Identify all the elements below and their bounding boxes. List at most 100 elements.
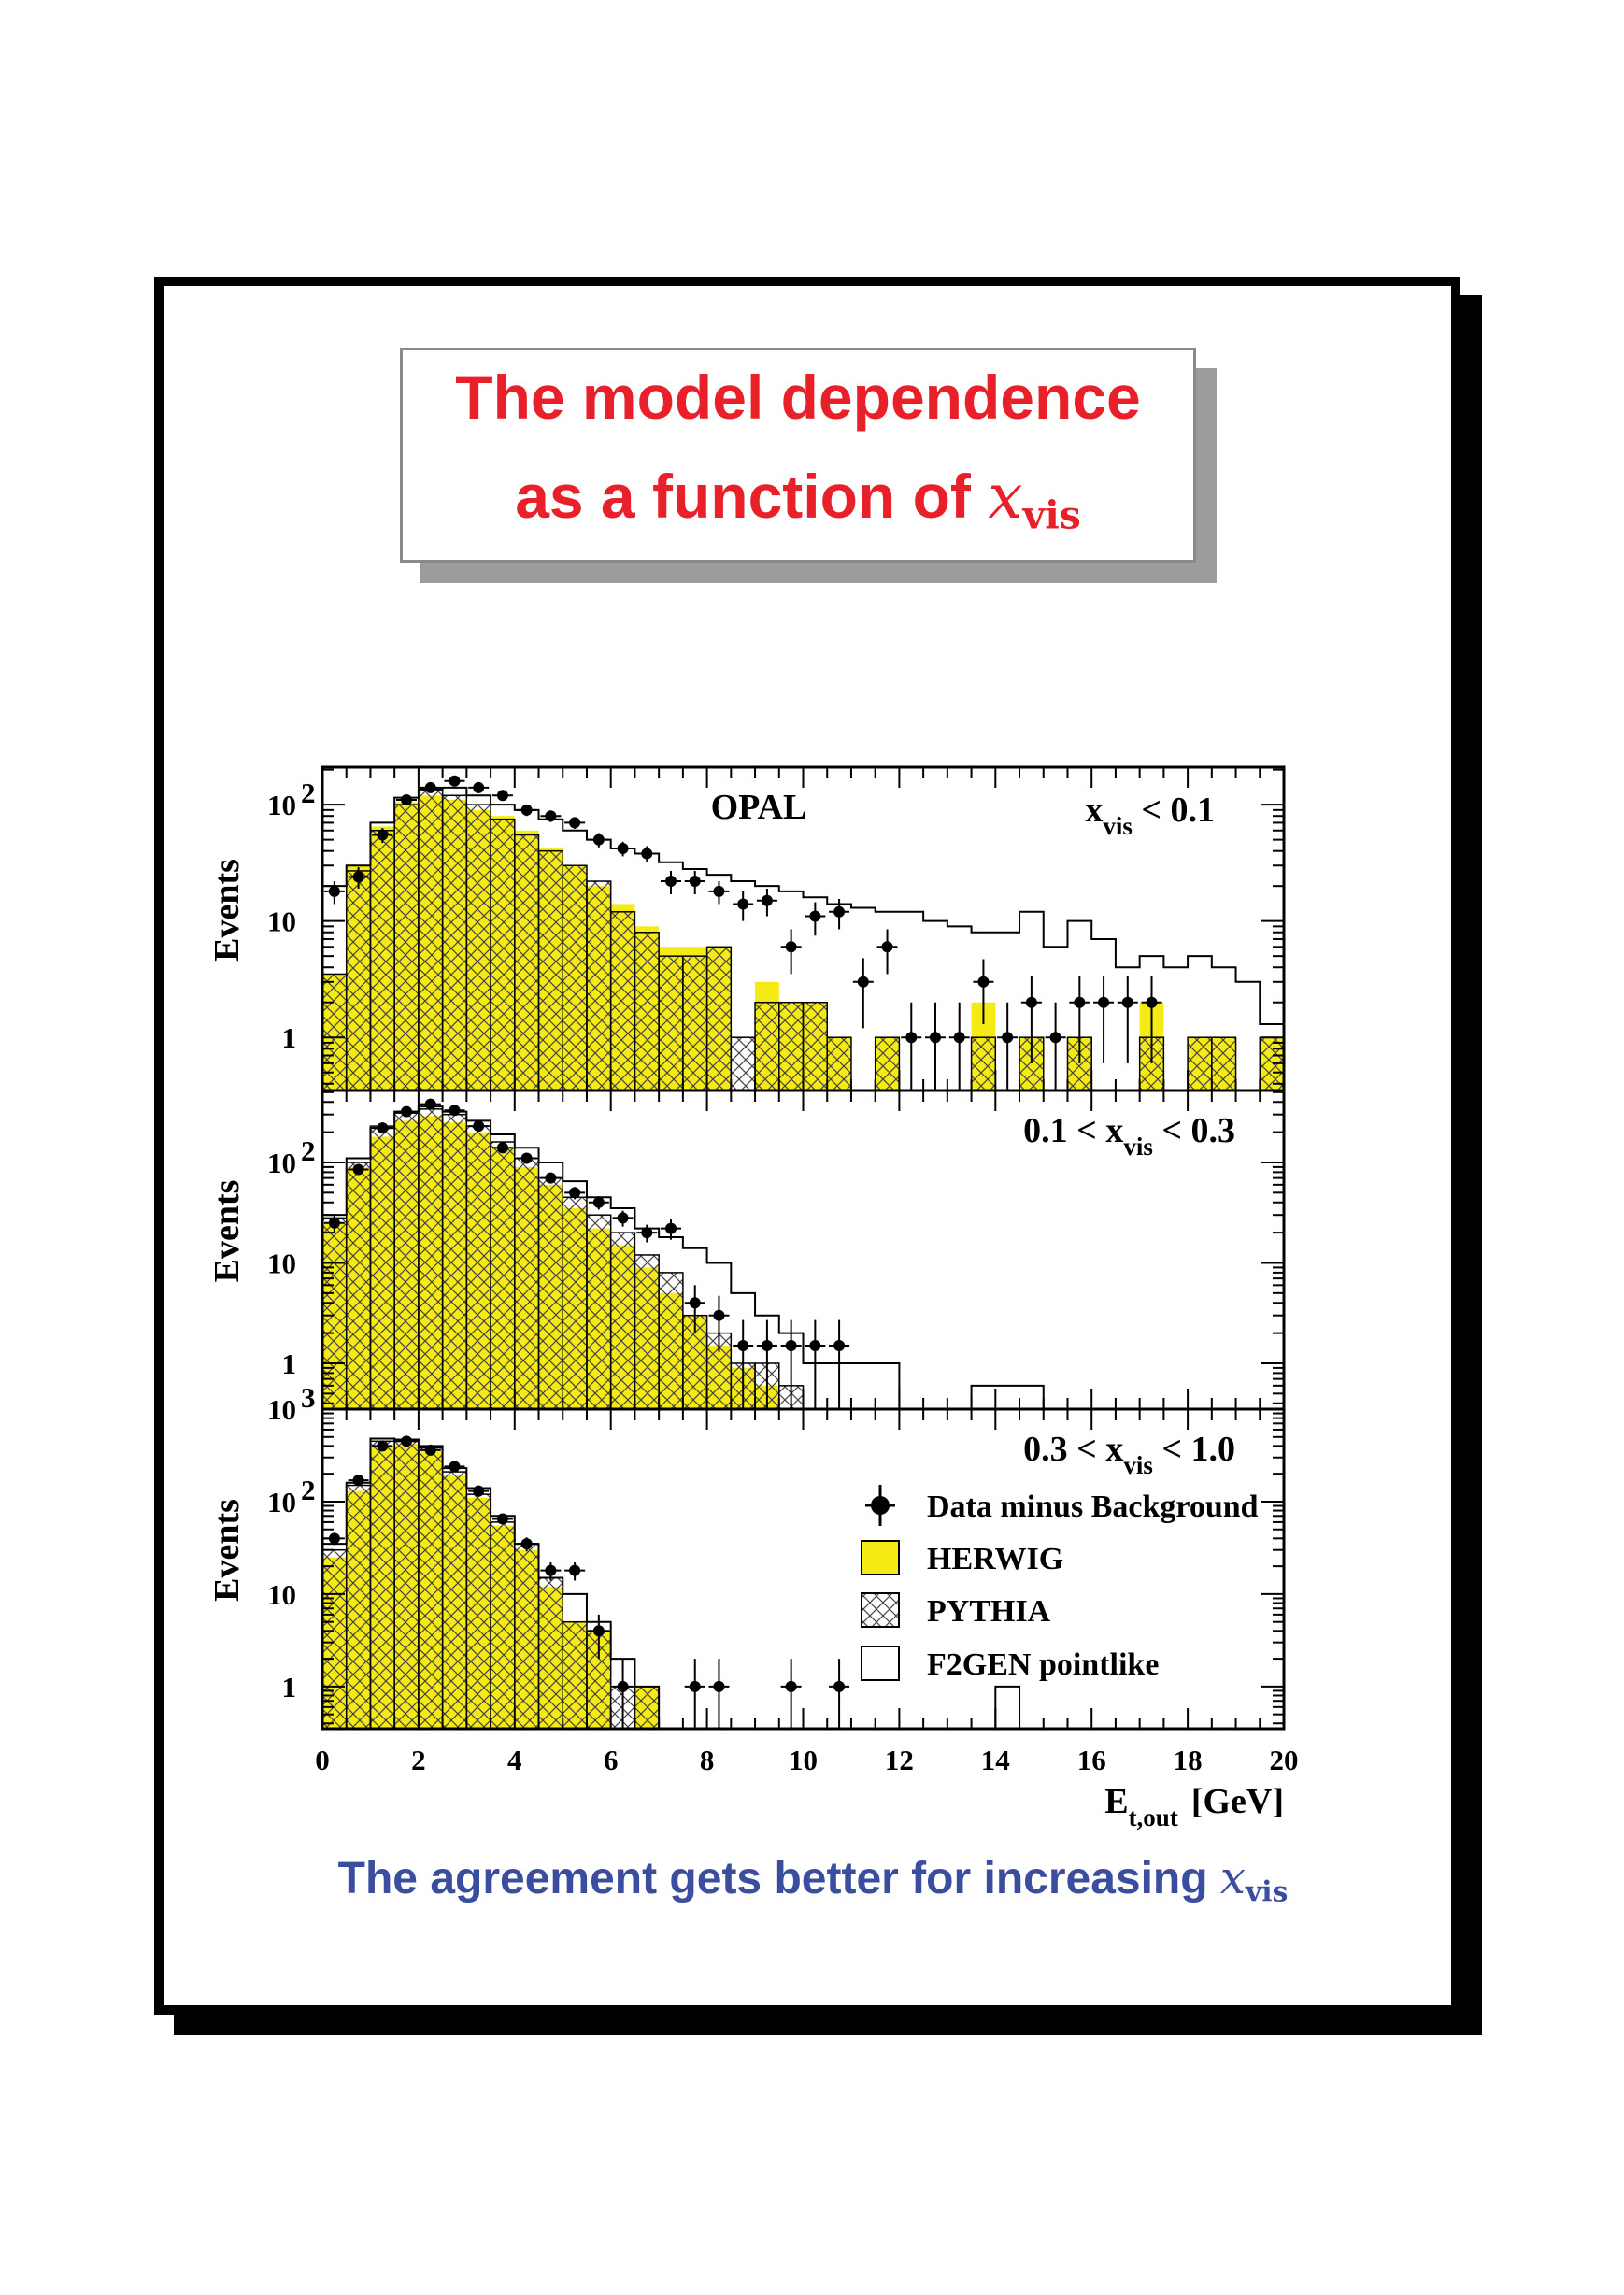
pythia-bar bbox=[345, 1484, 372, 1729]
data-point bbox=[473, 1485, 485, 1497]
data-point bbox=[785, 1680, 797, 1692]
data-point bbox=[1049, 1032, 1061, 1044]
data-point bbox=[592, 834, 605, 846]
x-tick-label: 14 bbox=[981, 1744, 1010, 1776]
pythia-bar bbox=[537, 1176, 564, 1409]
data-point bbox=[665, 876, 677, 888]
data-point bbox=[496, 1513, 508, 1525]
x-axis-label-main: E bbox=[1104, 1782, 1128, 1821]
y-tick-label-exponent: 2 bbox=[301, 777, 316, 809]
pythia-bar bbox=[682, 955, 708, 1090]
data-point bbox=[401, 1435, 413, 1447]
pythia-bar bbox=[634, 931, 660, 1090]
data-point bbox=[689, 1297, 701, 1309]
data-point bbox=[857, 976, 869, 988]
pythia-bar bbox=[345, 1162, 372, 1409]
y-tick-label-exponent: 3 bbox=[301, 1381, 316, 1414]
data-point bbox=[401, 793, 413, 805]
pythia-bar bbox=[537, 849, 564, 1090]
data-point bbox=[617, 843, 629, 855]
f2gen-step-line bbox=[322, 786, 1284, 1090]
data-point bbox=[641, 1227, 653, 1239]
data-point bbox=[785, 1340, 797, 1352]
x-tick-label: 16 bbox=[1077, 1744, 1106, 1776]
data-point bbox=[737, 1340, 749, 1352]
pythia-bar bbox=[802, 1001, 828, 1090]
data-point bbox=[377, 1440, 389, 1452]
legend-data-marker bbox=[871, 1496, 890, 1515]
title-var-sub: vis bbox=[1022, 492, 1081, 538]
data-point bbox=[1146, 996, 1158, 1008]
pythia-bar bbox=[393, 1112, 420, 1409]
y-axis-label: Events bbox=[207, 1180, 247, 1283]
x-tick-label: 8 bbox=[700, 1744, 715, 1776]
pythia-bar bbox=[562, 864, 588, 1090]
pythia-bar bbox=[514, 1157, 540, 1409]
legend-pythia-swatch bbox=[861, 1592, 900, 1628]
x-tick-label: 18 bbox=[1174, 1744, 1203, 1776]
y-tick-label: 10 bbox=[267, 1578, 296, 1611]
data-point bbox=[953, 1032, 965, 1044]
pythia-bar bbox=[345, 870, 372, 1090]
panel-label-post: < 1.0 bbox=[1153, 1430, 1235, 1469]
panel-label-pre: 0.3 < x bbox=[1023, 1430, 1123, 1469]
pythia-bar bbox=[705, 946, 733, 1090]
panel-label-post: < 0.3 bbox=[1153, 1111, 1235, 1150]
pythia-bar bbox=[393, 804, 420, 1090]
x-tick-label: 6 bbox=[604, 1744, 619, 1776]
title-line-1: The model dependence bbox=[455, 363, 1141, 432]
pythia-bar bbox=[441, 1471, 468, 1729]
y-tick-label: 10 bbox=[267, 1147, 296, 1179]
pythia-bar bbox=[1211, 1036, 1237, 1090]
panel-label-pre: 0.1 < x bbox=[1023, 1111, 1123, 1150]
data-point bbox=[352, 1475, 364, 1487]
data-point bbox=[833, 1340, 846, 1352]
pythia-bar bbox=[465, 1493, 491, 1729]
caption-var: x bbox=[1219, 1852, 1246, 1904]
pythia-bar bbox=[514, 834, 540, 1090]
data-point bbox=[1025, 996, 1037, 1008]
panel-2-histograms bbox=[322, 1098, 1045, 1409]
pythia-bar bbox=[465, 1125, 491, 1409]
pythia-bar bbox=[465, 804, 491, 1090]
data-point bbox=[809, 910, 821, 922]
panel-3-histograms bbox=[322, 1435, 1044, 1729]
pythia-bar bbox=[490, 818, 516, 1090]
x-tick-label: 4 bbox=[507, 1744, 522, 1776]
data-point bbox=[520, 1152, 533, 1164]
pythia-bar bbox=[826, 1036, 852, 1090]
y-tick-label: 10 bbox=[267, 1393, 296, 1426]
x-tick-label: 0 bbox=[315, 1744, 330, 1776]
pythia-bar bbox=[754, 1001, 780, 1090]
data-point bbox=[352, 871, 364, 883]
panel-label: xvis < 0.1 bbox=[1085, 791, 1215, 840]
data-point bbox=[1002, 1032, 1014, 1044]
panel-label: 0.1 < xvis < 0.3 bbox=[1023, 1111, 1235, 1161]
panel-1-histograms bbox=[322, 775, 1284, 1090]
data-point bbox=[713, 1680, 725, 1692]
data-point bbox=[328, 1532, 340, 1545]
data-point bbox=[449, 775, 461, 787]
pythia-bar bbox=[778, 1001, 805, 1090]
legend-pythia-label: PYTHIA bbox=[927, 1594, 1051, 1629]
data-point bbox=[977, 976, 990, 988]
y-tick-label: 10 bbox=[267, 1486, 296, 1518]
data-point bbox=[449, 1105, 461, 1117]
data-point bbox=[785, 941, 797, 953]
data-point bbox=[377, 829, 389, 841]
title-line-2: as a function of xvis bbox=[403, 461, 1193, 537]
legend-data-label: Data minus Background bbox=[927, 1490, 1259, 1524]
data-point bbox=[737, 898, 749, 910]
panel-label: 0.3 < xvis < 1.0 bbox=[1023, 1430, 1235, 1479]
data-point bbox=[424, 1098, 436, 1110]
data-point bbox=[520, 1538, 533, 1550]
pythia-bar bbox=[537, 1576, 564, 1729]
data-point bbox=[496, 790, 508, 802]
data-point bbox=[689, 1680, 701, 1692]
pythia-bar bbox=[418, 787, 444, 1090]
x-tick-label: 10 bbox=[789, 1744, 818, 1776]
pythia-bar bbox=[658, 955, 684, 1090]
pythia-bar bbox=[441, 794, 468, 1090]
legend-f2gen-label: F2GEN pointlike bbox=[927, 1647, 1159, 1682]
